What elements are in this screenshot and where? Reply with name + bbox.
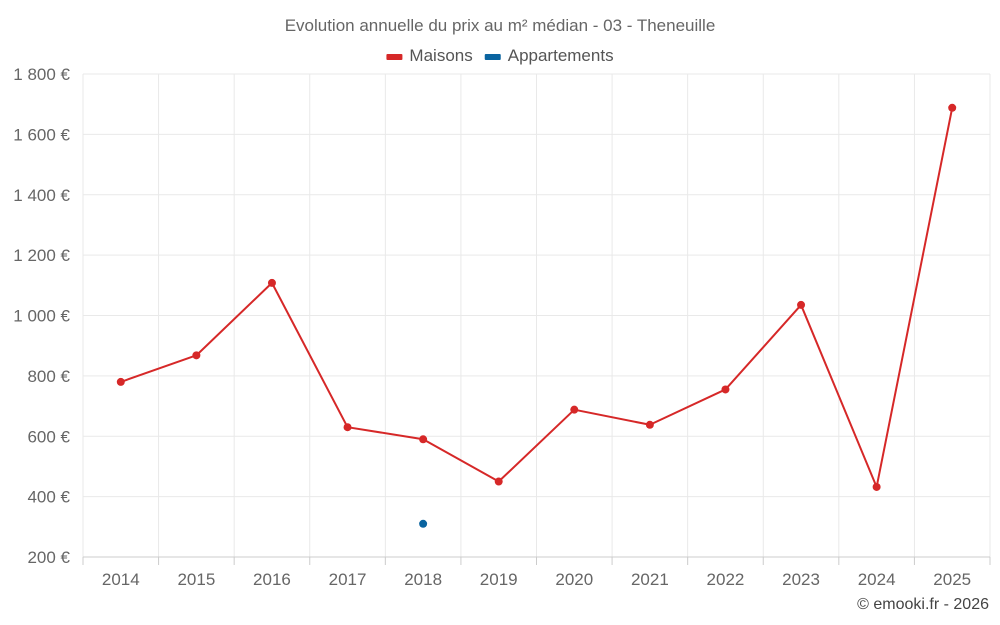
legend: Maisons Appartements [386, 46, 614, 65]
legend-swatch [386, 54, 403, 60]
x-tick-label: 2025 [933, 570, 971, 589]
x-tick-label: 2017 [329, 570, 367, 589]
chart-title: Evolution annuelle du prix au m² médian … [285, 16, 716, 35]
y-tick-label: 800 € [27, 367, 70, 386]
x-tick-label: 2021 [631, 570, 669, 589]
x-tick-label: 2022 [707, 570, 745, 589]
data-point-maisons[interactable] [343, 423, 352, 432]
y-axis: 200 € 400 € 600 € 800 € 1 000 € 1 200 € 1 400 … [13, 65, 70, 567]
legend-swatch [484, 54, 501, 60]
x-tick-label: 2014 [102, 570, 140, 589]
y-tick-label: 400 € [27, 488, 70, 507]
legend-label: Appartements [508, 46, 614, 65]
data-point-maisons[interactable] [419, 435, 428, 444]
data-point-appartements[interactable] [419, 519, 428, 528]
y-tick-label: 1 800 € [13, 65, 70, 84]
data-point-maisons[interactable] [948, 103, 957, 112]
x-tick-label: 2018 [404, 570, 442, 589]
data-point-maisons[interactable] [116, 377, 125, 386]
y-tick-label: 1 400 € [13, 186, 70, 205]
grid [82, 73, 991, 557]
x-tick-label: 2020 [555, 570, 593, 589]
x-tick-label: 2015 [177, 570, 215, 589]
x-tick-label: 2019 [480, 570, 518, 589]
data-point-maisons[interactable] [872, 482, 881, 491]
y-tick-label: 200 € [27, 548, 70, 567]
data-point-maisons[interactable] [797, 300, 806, 309]
x-tick-label: 2016 [253, 570, 291, 589]
credit: © emooki.fr - 2026 [857, 596, 989, 613]
y-tick-label: 1 600 € [13, 125, 70, 144]
data-point-maisons[interactable] [645, 420, 654, 429]
series-layer [116, 103, 957, 528]
legend-item-appartements[interactable]: Appartements [484, 46, 614, 65]
data-point-maisons[interactable] [721, 385, 730, 394]
legend-label: Maisons [409, 46, 472, 65]
data-point-maisons[interactable] [192, 351, 201, 360]
series-line-maisons [120, 107, 954, 488]
y-tick-label: 1 000 € [13, 307, 70, 326]
data-point-maisons[interactable] [494, 477, 503, 486]
x-axis: 2014 2015 2016 2017 2018 2019 2020 2021 2022 2023… [82, 556, 991, 589]
legend-item-maisons[interactable]: Maisons [386, 46, 473, 65]
data-point-maisons[interactable] [570, 405, 579, 414]
x-tick-label: 2023 [782, 570, 820, 589]
y-tick-label: 1 200 € [13, 246, 70, 265]
y-tick-label: 600 € [27, 427, 70, 446]
data-point-maisons[interactable] [267, 278, 276, 287]
x-tick-label: 2024 [858, 570, 896, 589]
